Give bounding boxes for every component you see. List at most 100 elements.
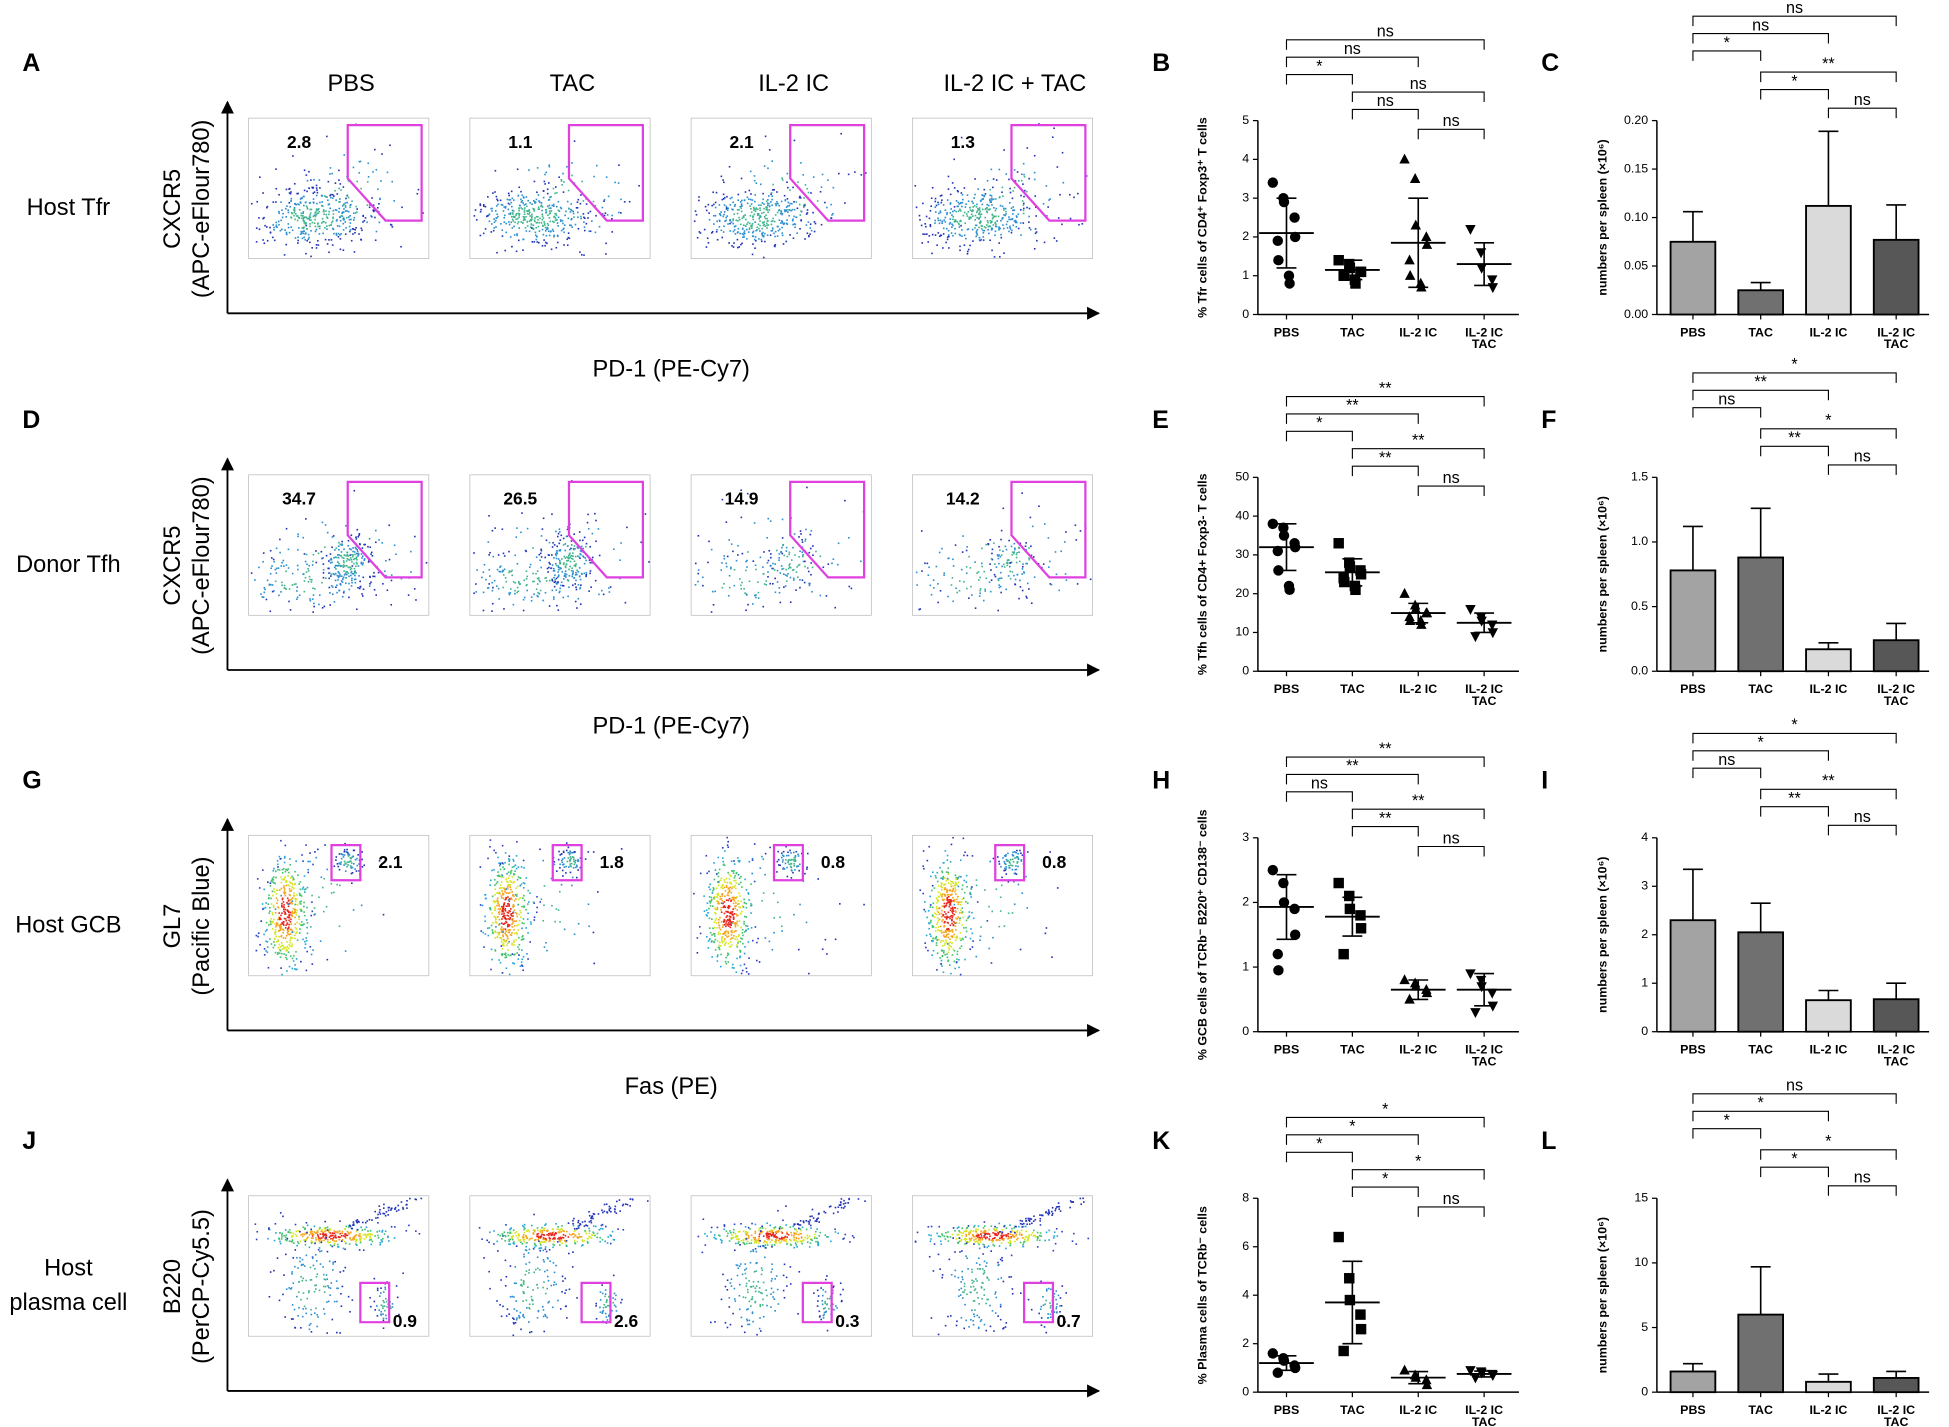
event-dot xyxy=(250,572,253,574)
event-dot xyxy=(275,897,278,899)
event-dot xyxy=(771,204,774,207)
event-dot xyxy=(294,903,296,906)
event-dot xyxy=(559,550,561,552)
event-dot xyxy=(730,883,733,885)
event-dot xyxy=(732,934,735,937)
event-dot xyxy=(266,881,269,883)
event-dot xyxy=(806,868,808,870)
event-dot xyxy=(1021,200,1024,202)
event-dot xyxy=(537,225,540,228)
event-dot xyxy=(558,542,561,545)
event-dot xyxy=(291,967,294,970)
event-dot xyxy=(554,192,556,195)
event-dot xyxy=(556,222,559,224)
event-dot xyxy=(570,540,573,542)
event-dot xyxy=(265,950,267,952)
event-dot xyxy=(729,222,731,225)
event-dot xyxy=(509,910,511,913)
event-dot xyxy=(558,176,560,179)
event-dot xyxy=(559,561,562,564)
event-dot xyxy=(284,870,287,873)
event-dot xyxy=(337,556,340,559)
event-dot xyxy=(976,228,979,231)
event-dot xyxy=(273,888,275,890)
event-dot xyxy=(288,600,290,603)
event-dot xyxy=(554,580,557,583)
event-dot xyxy=(557,200,560,203)
event-dot xyxy=(942,227,945,230)
event-dot xyxy=(723,901,726,903)
event-dot xyxy=(777,864,780,866)
event-dot xyxy=(501,204,504,206)
event-dot xyxy=(945,913,947,915)
event-dot xyxy=(568,548,571,551)
event-dot xyxy=(949,930,952,932)
event-dot xyxy=(545,580,548,582)
event-dot xyxy=(717,872,720,874)
event-dot xyxy=(522,598,525,601)
event-dot xyxy=(281,228,283,231)
event-dot xyxy=(543,885,546,887)
event-dot xyxy=(569,211,572,213)
event-dot xyxy=(300,197,303,199)
event-dot xyxy=(730,924,732,927)
event-dot xyxy=(562,596,565,599)
event-dot xyxy=(285,881,288,884)
event-dot xyxy=(797,865,800,868)
event-dot xyxy=(958,223,961,226)
gate xyxy=(551,844,583,882)
event-dot xyxy=(271,565,273,567)
event-dot xyxy=(379,197,381,200)
event-dot xyxy=(735,935,737,938)
event-dot xyxy=(724,960,727,963)
event-dot xyxy=(279,538,281,541)
event-dot xyxy=(497,215,499,218)
event-dot xyxy=(374,239,377,242)
event-dot xyxy=(753,206,755,209)
event-dot xyxy=(511,574,513,577)
event-dot xyxy=(607,195,610,198)
event-dot xyxy=(425,561,428,564)
event-dot xyxy=(519,877,522,879)
event-dot xyxy=(496,899,499,902)
event-dot xyxy=(948,905,951,908)
event-dot xyxy=(595,519,597,522)
event-dot xyxy=(998,196,1001,198)
event-dot xyxy=(547,230,550,233)
event-dot xyxy=(543,946,546,948)
event-dot xyxy=(332,213,335,215)
event-dot xyxy=(313,602,315,605)
event-dot xyxy=(727,207,730,210)
event-dot xyxy=(352,166,355,169)
event-dot xyxy=(961,235,963,237)
event-dot xyxy=(584,545,587,548)
event-dot xyxy=(294,910,296,913)
event-dot xyxy=(966,252,969,255)
event-dot xyxy=(326,868,329,871)
event-dot xyxy=(938,212,940,215)
event-dot xyxy=(591,561,593,564)
event-dot xyxy=(1009,570,1011,573)
event-dot xyxy=(940,930,942,933)
event-dot xyxy=(287,226,290,229)
event-dot xyxy=(735,902,737,904)
event-dot xyxy=(511,943,513,946)
event-dot xyxy=(969,892,971,895)
event-dot xyxy=(567,846,570,849)
event-dot xyxy=(765,206,767,208)
event-dot xyxy=(956,189,959,192)
event-dot xyxy=(1009,191,1012,194)
event-dot xyxy=(510,221,513,224)
event-dot xyxy=(1025,190,1028,193)
event-dot xyxy=(328,567,330,570)
event-dot xyxy=(743,952,746,955)
event-dot xyxy=(531,241,534,243)
event-dot xyxy=(579,866,582,869)
event-dot xyxy=(342,557,345,559)
event-dot xyxy=(758,217,761,220)
event-dot xyxy=(699,932,702,935)
event-dot xyxy=(287,951,290,954)
event-dot xyxy=(620,212,622,214)
event-dot xyxy=(1022,222,1025,224)
event-dot xyxy=(518,943,521,946)
